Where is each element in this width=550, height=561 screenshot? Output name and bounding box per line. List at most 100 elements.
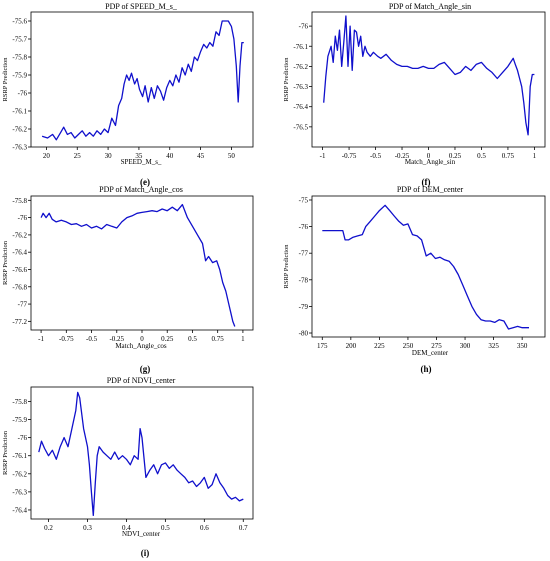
x-axis-label: NDVI_center	[122, 530, 161, 538]
y-tick-label: -76.5	[293, 123, 308, 131]
y-tick-label: -77.2	[12, 318, 27, 326]
y-tick-label: -76.2	[12, 231, 27, 239]
pdp-line	[40, 203, 236, 327]
panel-label: (i)	[141, 548, 150, 558]
x-tick-label: -0.5	[86, 335, 98, 343]
x-tick-label: 20	[43, 152, 51, 160]
y-tick-label: -76	[299, 23, 309, 31]
panel-label: (g)	[140, 364, 151, 374]
x-tick-label: 0.25	[161, 335, 174, 343]
y-axis-label: RSRP Prediction	[2, 240, 9, 285]
x-tick-label: 0.4	[122, 524, 131, 532]
chart-title: PDP of DEM_center	[397, 185, 464, 194]
x-tick-label: 350	[517, 342, 528, 350]
plot-frame	[30, 195, 254, 331]
y-tick-label: -75.7	[12, 36, 27, 44]
x-tick-label: 200	[346, 342, 357, 350]
x-tick-label: 0.3	[83, 524, 92, 532]
pdp-panel-3: -1 -0.75 -0.5 -0.25 0 0.25 0.5 0.75 1 -77.2 -77 -76…	[2, 185, 254, 374]
y-tick-label: -76.2	[293, 63, 308, 71]
x-tick-label: 0.75	[502, 152, 515, 160]
x-tick-label: -0.25	[395, 152, 410, 160]
x-tick-label: 325	[488, 342, 499, 350]
y-tick-label: -75	[299, 196, 309, 204]
pdp-panel-4: 175 200 225 250 275 300 325 350 -80 -79 -78 -77 -76 -…	[283, 185, 546, 374]
y-tick-label: -76.3	[12, 144, 27, 152]
x-tick-label: 35	[135, 152, 143, 160]
x-tick-label: 25	[74, 152, 82, 160]
x-tick-label: 0	[427, 152, 431, 160]
x-tick-label: 0.25	[449, 152, 462, 160]
x-tick-label: 0.2	[44, 524, 53, 532]
y-tick-label: -76.4	[12, 249, 27, 257]
x-tick-label: 0.5	[161, 524, 170, 532]
y-axis-label: RSRP Prediction	[2, 430, 9, 475]
x-tick-label: 30	[105, 152, 113, 160]
x-tick-label: 0	[140, 335, 144, 343]
x-tick-label: 0.5	[477, 152, 486, 160]
y-tick-label: -75.9	[12, 416, 27, 424]
chart-title: PDP of SPEED_M_s_	[105, 2, 178, 11]
x-tick-label: 0.6	[200, 524, 209, 532]
y-tick-label: -75.6	[12, 18, 27, 26]
plot-frame	[30, 11, 254, 148]
chart-title: PDP of Match_Angle_cos	[99, 185, 183, 194]
x-tick-label: 0.7	[239, 524, 248, 532]
y-axis-label: RSRP Prediction	[283, 244, 290, 289]
x-tick-label: -0.75	[59, 335, 74, 343]
y-tick-label: -75.8	[12, 54, 27, 62]
x-tick-label: 45	[197, 152, 205, 160]
pdp-line	[38, 391, 244, 517]
y-tick-label: -80	[299, 330, 309, 338]
y-tick-label: -76.4	[293, 103, 308, 111]
x-tick-label: 225	[374, 342, 385, 350]
y-tick-label: -76	[18, 214, 28, 222]
x-axis-label: Match_Angle_sin	[405, 158, 456, 166]
x-axis-label: DEM_center	[412, 349, 449, 357]
y-tick-label: -76.6	[12, 266, 27, 274]
x-tick-label: 300	[460, 342, 471, 350]
y-tick-label: -76.1	[12, 452, 27, 460]
y-tick-label: -76.3	[12, 488, 27, 496]
x-tick-label: -1	[320, 152, 326, 160]
y-tick-label: -75.8	[12, 197, 27, 205]
x-tick-label: 250	[403, 342, 414, 350]
x-tick-label: 0.5	[188, 335, 197, 343]
plot-frame	[311, 195, 546, 338]
y-tick-label: -77	[299, 250, 309, 258]
x-tick-label: 175	[317, 342, 328, 350]
x-tick-label: -0.25	[109, 335, 124, 343]
y-tick-label: -79	[299, 303, 309, 311]
panel-label: (e)	[140, 177, 150, 187]
chart-title: PDP of NDVI_center	[107, 376, 176, 385]
y-tick-label: -76	[18, 90, 28, 98]
pdp-panel-2: -1 -0.75 -0.5 -0.25 0 0.25 0.5 0.75 1 -76.5 -76.4 -…	[283, 2, 546, 187]
panel-label: (h)	[421, 364, 432, 374]
x-tick-label: -1	[38, 335, 44, 343]
y-tick-label: -76.2	[12, 126, 27, 134]
y-tick-label: -76	[299, 223, 309, 231]
y-axis-label: RSRP Prediction	[283, 57, 290, 102]
x-axis-label: SPEED_M_s_	[121, 158, 162, 166]
pdp-line	[322, 204, 529, 330]
x-axis-label: Match_Angle_cos	[115, 342, 167, 350]
x-tick-label: 1	[241, 335, 245, 343]
y-tick-label: -77	[18, 301, 28, 309]
x-tick-label: -0.75	[342, 152, 357, 160]
y-tick-label: -78	[299, 276, 309, 284]
y-tick-label: -76.1	[293, 43, 308, 51]
y-tick-label: -75.9	[12, 72, 27, 80]
y-tick-label: -76.8	[12, 283, 27, 291]
pdp-panel-5: 0.2 0.3 0.4 0.5 0.6 0.7 -76.4 -76.3 -76.2 -76.1 -7…	[2, 376, 254, 558]
y-tick-label: -76.2	[12, 470, 27, 478]
x-tick-label: 275	[431, 342, 442, 350]
x-tick-label: 40	[166, 152, 174, 160]
x-tick-label: -0.5	[370, 152, 382, 160]
y-tick-label: -76	[18, 434, 28, 442]
plot-frame	[30, 386, 254, 520]
pdp-panel-1: 20 25 30 35 40 45 50 -76.3 -76.2 -76.1 -76 -75.9 -75…	[2, 2, 254, 187]
pdp-line	[323, 15, 535, 136]
x-tick-label: 50	[228, 152, 236, 160]
panel-label: (f)	[422, 177, 431, 187]
